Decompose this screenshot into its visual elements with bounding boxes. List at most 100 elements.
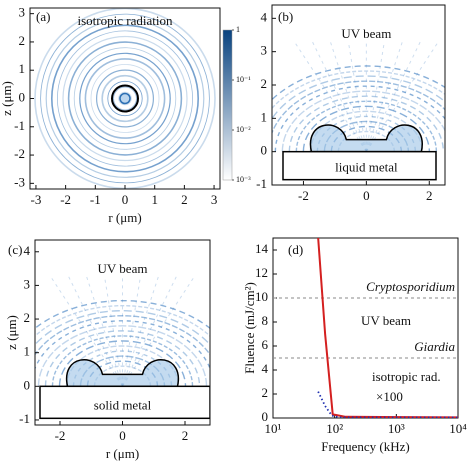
- y-tick-label: 2: [19, 33, 26, 48]
- x-tick-label: 10¹: [265, 421, 282, 436]
- colorbar: [222, 29, 233, 181]
- field-arc: [272, 80, 445, 135]
- y-tick-label: 1: [19, 61, 26, 76]
- y-tick-label: 12: [255, 265, 268, 280]
- y-axis-label: z (μm): [4, 315, 19, 350]
- colorbar-tick-label: 10⁻¹: [236, 75, 251, 84]
- metal-block: [282, 150, 437, 181]
- field-ray: [347, 41, 367, 152]
- y-axis-label: z (μm): [0, 81, 14, 116]
- panel-title: isotropic radiation: [78, 13, 173, 28]
- y-tick-label: 2: [262, 385, 269, 400]
- y-tick-label: 0: [19, 89, 26, 104]
- colorbar-tick-label: 10⁻²: [236, 125, 251, 134]
- y-tick-label: -1: [14, 118, 25, 133]
- y-tick-label: 3: [19, 5, 26, 20]
- field-ray: [122, 276, 195, 387]
- y-tick-label: -1: [256, 176, 267, 191]
- field-pattern: [34, 8, 216, 189]
- field-ring: [90, 64, 160, 133]
- plot-frame: [271, 4, 446, 186]
- legend-label: UV beam: [361, 313, 411, 328]
- field-ray: [329, 41, 367, 152]
- field-ring: [112, 86, 138, 111]
- y-axis-label: Fluence (mJ/cm²): [242, 282, 257, 374]
- field-ring: [118, 91, 132, 106]
- x-tick-label: 10³: [388, 421, 405, 436]
- panel-label: (a): [36, 9, 50, 24]
- field-ring: [84, 58, 166, 139]
- y-tick-label: 14: [255, 241, 269, 256]
- field-ring: [57, 30, 193, 167]
- field-ray: [86, 276, 123, 387]
- y-tick-label: 2: [24, 310, 31, 325]
- y-tick-label: 10: [255, 289, 268, 304]
- y-tick-label: 6: [262, 337, 269, 352]
- y-tick-label: -1: [19, 411, 30, 426]
- panel-label: (b): [278, 9, 293, 24]
- x-tick-label: 2: [181, 192, 188, 207]
- field-ring: [95, 69, 154, 128]
- x-tick-label: 3: [211, 192, 218, 207]
- field-arc: [272, 65, 445, 101]
- annotation: solid metal: [94, 397, 152, 412]
- x-axis-label: r (μm): [108, 210, 141, 225]
- field-ring: [62, 35, 188, 162]
- field-contour: [65, 359, 180, 388]
- legend-label: isotropic rad. ×100: [372, 369, 441, 404]
- series-group: [317, 238, 458, 418]
- x-tick-label: -2: [55, 428, 66, 443]
- panel-label: (d): [288, 242, 303, 257]
- x-axis-label: r (μm): [106, 446, 139, 461]
- y-tick-label: 4: [261, 9, 268, 24]
- field-ring: [79, 52, 171, 145]
- y-tick-label: 8: [262, 313, 269, 328]
- x-tick-label: 2: [182, 428, 189, 443]
- y-tick-label: -2: [14, 146, 25, 161]
- field-arc: [272, 70, 445, 110]
- panel-label: (c): [8, 242, 22, 257]
- x-tick-label: 10²: [326, 421, 343, 436]
- field-contour: [111, 84, 139, 113]
- threshold-label: Giardia: [414, 339, 455, 354]
- x-axis-label: Frequency (kHz): [321, 439, 409, 454]
- y-tick-label: 4: [262, 361, 269, 376]
- annotation: liquid metal: [335, 160, 398, 175]
- field-arc: [302, 105, 431, 152]
- field-contour: [309, 124, 423, 153]
- field-ray: [365, 41, 385, 152]
- y-tick-label: 4: [24, 243, 31, 258]
- x-tick-label: -1: [90, 192, 101, 207]
- y-tick-label: 0: [262, 409, 269, 424]
- y-tick-label: 1: [24, 344, 31, 359]
- metal-block: [39, 385, 210, 420]
- field-pattern: [272, 41, 445, 181]
- x-tick-label: -3: [31, 192, 42, 207]
- x-tick-label: 0: [122, 192, 129, 207]
- field-ring: [107, 80, 143, 117]
- field-arc: [44, 330, 201, 387]
- field-ray: [365, 41, 403, 152]
- field-ring: [40, 13, 210, 184]
- field-ring: [51, 24, 199, 173]
- field-ring: [45, 19, 205, 178]
- colorbar-tick-label: 10⁻³: [236, 175, 251, 184]
- field-arc: [35, 299, 210, 330]
- y-tick-label: 0: [24, 377, 31, 392]
- x-tick-label: 0: [363, 188, 370, 203]
- panel-title: UV beam: [341, 26, 391, 41]
- x-tick-label: 1: [151, 192, 158, 207]
- x-tick-label: -2: [60, 192, 71, 207]
- field-arc: [272, 75, 445, 120]
- field-arc: [288, 95, 445, 152]
- field-core: [119, 92, 131, 105]
- field-arc: [35, 304, 210, 338]
- series-line: [317, 238, 458, 418]
- field-arc: [35, 320, 210, 371]
- field-ring: [73, 47, 177, 150]
- x-tick-label: 10⁴: [449, 421, 467, 436]
- y-tick-label: 2: [261, 76, 268, 91]
- field-ray: [104, 276, 123, 387]
- y-tick-label: -3: [14, 174, 25, 189]
